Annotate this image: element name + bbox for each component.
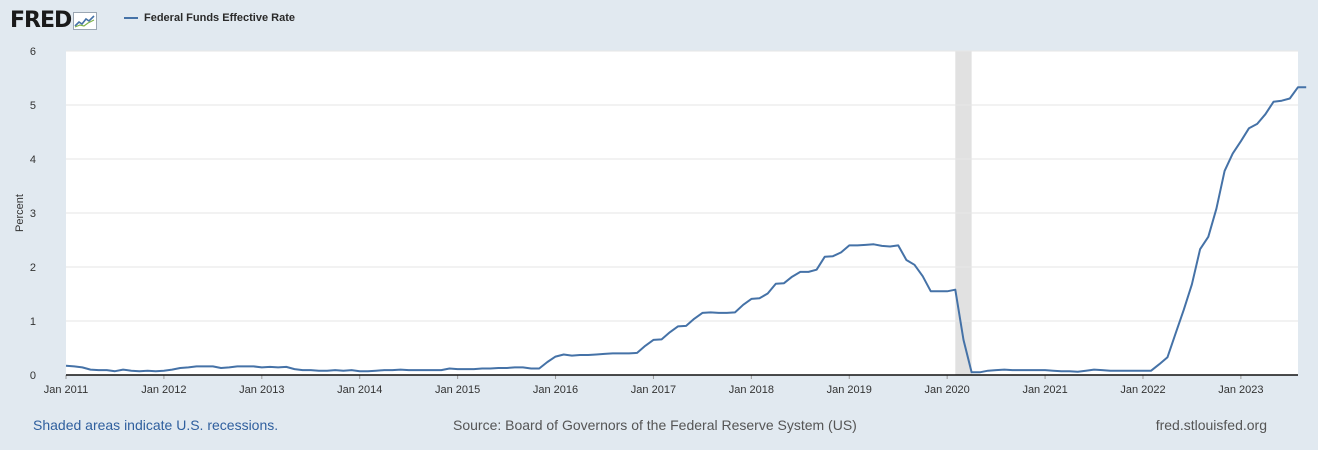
x-tick-label: Jan 2016 [533, 384, 578, 396]
line-chart: 0 1 2 3 4 5 6 Jan 2011 Jan 2012 Jan 2013 Jan 2014 J… [14, 46, 1307, 396]
x-tick-label: Jan 2019 [827, 384, 872, 396]
y-tick-label: 4 [30, 154, 36, 166]
x-tick-label: Jan 2015 [435, 384, 480, 396]
recession-note[interactable]: Shaded areas indicate U.S. recessions. [33, 417, 279, 433]
x-tick-label: Jan 2014 [337, 384, 382, 396]
x-tick-label: Jan 2013 [239, 384, 284, 396]
y-tick-label: 1 [30, 316, 36, 328]
x-tick-label: Jan 2012 [141, 384, 186, 396]
series-line [65, 86, 1307, 374]
x-tick-label: Jan 2023 [1218, 384, 1263, 396]
legend-series-label: Federal Funds Effective Rate [144, 12, 295, 24]
x-tick-label: Jan 2018 [729, 384, 774, 396]
chart-legend[interactable]: Federal Funds Effective Rate [124, 12, 295, 24]
x-tick-label: Jan 2017 [631, 384, 676, 396]
fred-logo[interactable]: FRED [10, 6, 98, 36]
x-tick-label: Jan 2022 [1120, 384, 1165, 396]
fred-logo-graph-icon [73, 12, 98, 30]
source-note: Source: Board of Governors of the Federa… [453, 417, 857, 433]
fred-logo-text: FRED [10, 8, 72, 33]
y-tick-label: 3 [30, 208, 36, 220]
y-tick-label: 5 [30, 100, 36, 112]
legend-line-swatch [124, 17, 138, 19]
x-tick-label: Jan 2011 [44, 384, 88, 396]
x-tick-label: Jan 2021 [1022, 384, 1067, 396]
site-link[interactable]: fred.stlouisfed.org [1155, 417, 1267, 433]
x-tick-label: Jan 2020 [925, 384, 970, 396]
y-axis-label: Percent [14, 194, 26, 232]
y-tick-label: 0 [30, 370, 36, 382]
y-tick-label: 2 [30, 262, 36, 274]
y-tick-label: 6 [30, 46, 36, 58]
